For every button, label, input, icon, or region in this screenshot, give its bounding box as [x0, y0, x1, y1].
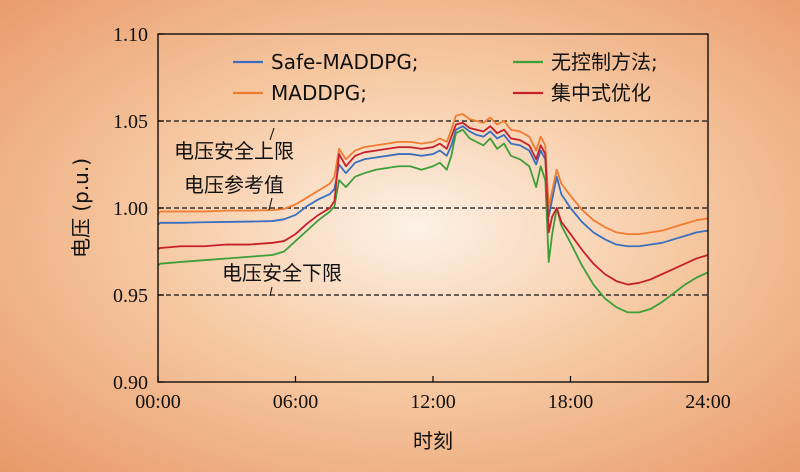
reference-lines	[158, 120, 708, 296]
x-tick-label: 06:00	[273, 391, 319, 413]
legend-label-1: MADDPG;	[271, 81, 367, 105]
series-line-2	[157, 128, 709, 314]
series-line-3	[157, 121, 709, 286]
x-tick-label: 00:00	[135, 391, 181, 413]
legend: Safe-MADDPG; MADDPG; 无控制方法; 集中式优化	[233, 50, 658, 105]
reference-label-1: 电压参考值	[184, 173, 284, 197]
legend-label-2: 无控制方法;	[551, 50, 658, 74]
reference-pointer-1	[268, 197, 273, 211]
x-tick-label: 24:00	[685, 391, 731, 413]
y-axis-label: 电压 (p.u.)	[69, 158, 93, 258]
x-tick-label: 18:00	[548, 391, 594, 413]
legend-label-0: Safe-MADDPG;	[271, 50, 419, 74]
y-tick-label: 0.95	[113, 285, 148, 307]
reference-label-0: 电压安全上限	[174, 139, 294, 163]
x-axis-label: 时刻	[413, 429, 453, 453]
reference-label-2: 电压安全下限	[222, 261, 342, 285]
reference-pointer-2	[269, 286, 273, 297]
reference-pointer-0	[269, 127, 275, 141]
y-tick-label: 0.90	[113, 372, 148, 394]
y-tick-label: 1.00	[113, 198, 148, 220]
series-line-0	[157, 125, 709, 248]
ticks: 00:00 06:00 12:00 18:00 24:00 0.90 0.95 1.00 1.0…	[113, 24, 731, 413]
series-line-1	[157, 113, 709, 235]
legend-label-3: 集中式优化	[551, 81, 651, 105]
series-lines	[157, 113, 709, 314]
y-tick-label: 1.05	[113, 111, 148, 133]
y-tick-label: 1.10	[113, 24, 148, 46]
x-tick-label: 12:00	[410, 391, 456, 413]
